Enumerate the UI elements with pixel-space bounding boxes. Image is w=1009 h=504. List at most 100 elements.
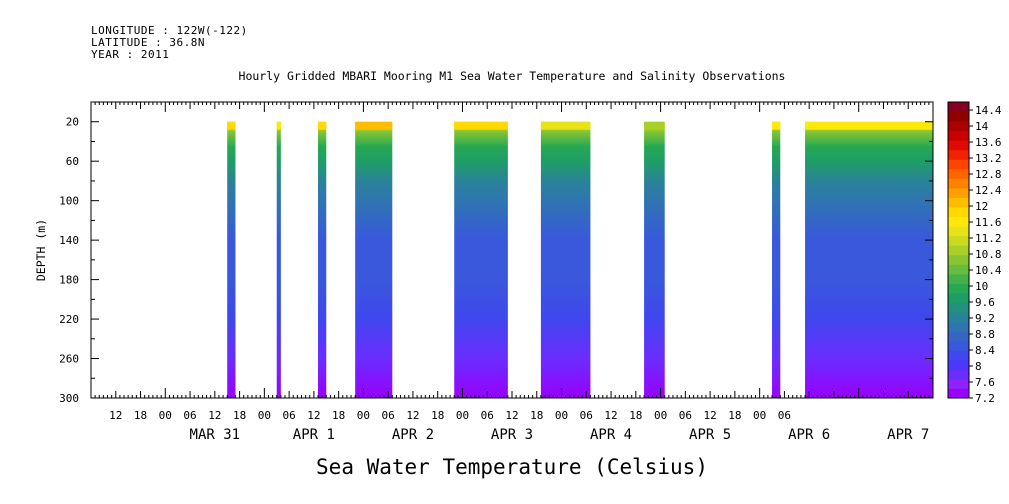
y-tick-label: 220 [59,313,79,326]
colorbar-swatch [948,388,969,399]
colorbar-label-text: 10.4 [975,264,1002,277]
colorbar-label-text: 13.6 [975,136,1002,149]
data-block-1 [227,121,236,398]
x-day-label: APR 7 [887,427,929,443]
colorbar-label-text: 12 [975,200,988,213]
colorbar-swatch [948,273,969,284]
colorbar-swatch [948,312,969,323]
x-tick-label: 00 [555,409,568,422]
x-tick-label: 18 [233,409,246,422]
colorbar-swatch [948,216,969,227]
y-tick-label: 100 [59,195,79,208]
data-blocks [227,121,933,398]
x-day-label: APR 3 [491,427,533,443]
colorbar-swatch [948,197,969,208]
x-day-label: APR 6 [788,427,830,443]
x-tick-label: 18 [728,409,741,422]
x-day-label: APR 2 [392,427,434,443]
surface-band-2 [276,121,281,130]
surface-band-9 [805,121,933,130]
colorbar-label-text: 14 [975,120,989,133]
x-tick-label: 12 [604,409,617,422]
colorbar-label-text: 12.4 [975,184,1002,197]
x-tick-label: 18 [134,409,147,422]
colorbar-swatch [948,378,969,389]
colorbar-label-text: 10 [975,280,988,293]
data-block-8 [772,121,781,398]
x-tick-label: 12 [505,409,518,422]
x-day-label: APR 5 [689,427,731,443]
colorbar-swatch [948,321,969,332]
data-block-2 [276,121,281,398]
colorbar-swatch [948,292,969,304]
x-tick-label: 00 [456,409,469,422]
y-axis: 20 60 100 140 180 220 260 300 [59,101,933,405]
y-tick-label: 260 [59,353,79,366]
colorbar-swatch [948,226,969,237]
colorbar-label-text: 12.8 [975,168,1002,181]
surface-band-4 [355,121,393,130]
colorbar-label: Sea Water Temperature (Celsius) [316,455,708,479]
colorbar-swatch [948,359,969,370]
x-tick-label: 06 [183,409,196,422]
surface-band-1 [227,121,236,130]
x-tick-label: 06 [778,409,791,422]
colorbar-label-text: 8.4 [975,344,995,357]
x-tick-label: 12 [307,409,320,422]
colorbar-frame [947,101,970,399]
x-tick-label: 18 [431,409,444,422]
data-block-7 [644,121,665,398]
surface-band-8 [772,121,781,130]
colorbar-swatch [948,302,969,313]
x-tick-label: 06 [481,409,494,422]
x-tick-label: 00 [258,409,271,422]
data-block-6 [540,121,591,398]
chart-title: Hourly Gridded MBARI Mooring M1 Sea Wate… [239,69,786,83]
x-day-label: APR 4 [590,427,632,443]
x-tick-label: 12 [109,409,122,422]
colorbar-swatch [948,187,969,198]
colorbar-label-text: 13.2 [975,152,1002,165]
y-tick-label: 140 [59,234,79,247]
colorbar-swatch [948,350,969,361]
colorbar-swatch [948,178,969,189]
x-tick-label: 18 [530,409,543,422]
y-tick-label: 20 [66,116,79,129]
y-tick-label: 180 [59,274,79,287]
colorbar-swatch [948,111,969,122]
x-day-label: APR 1 [293,427,335,443]
colorbar-label-text: 14.4 [975,104,1002,117]
colorbar-label-text: 9.2 [975,312,995,325]
colorbar-swatch [948,245,969,256]
colorbar-swatch [948,283,969,294]
x-day-label: MAR 31 [190,427,241,443]
colorbar-swatch [948,331,969,342]
y-tick-label: 300 [59,392,79,405]
colorbar-label-text: 11.6 [975,216,1002,229]
surface-band-6 [540,121,591,130]
x-tick-label: 00 [357,409,370,422]
y-tick-label: 60 [66,155,79,168]
x-tick-label: 00 [654,409,667,422]
x-tick-label: 00 [159,409,172,422]
year-text: YEAR : 2011 [91,48,170,61]
colorbar-swatch [948,140,969,151]
colorbar-label-text: 8 [975,360,982,373]
surface-band-5 [454,121,508,130]
colorbar-label-text: 7.2 [975,392,995,405]
x-tick-label: 12 [703,409,716,422]
x-tick-label: 18 [629,409,642,422]
x-tick-label: 12 [406,409,419,422]
colorbar-swatch [948,340,969,351]
colorbar-swatch [948,235,969,246]
colorbar-label-text: 7.6 [975,376,995,389]
y-axis-label: DEPTH (m) [34,219,48,281]
colorbar-label-text: 9.6 [975,296,995,309]
colorbar: 14.4 14 13.6 13.2 12.8 12.4 12 11.6 11.2 10.8 10.4… [947,101,1002,405]
data-block-5 [454,121,508,398]
x-tick-label: 18 [332,409,345,422]
data-block-4 [355,121,393,398]
colorbar-label-text: 11.2 [975,232,1002,245]
surface-band-7 [644,121,665,130]
